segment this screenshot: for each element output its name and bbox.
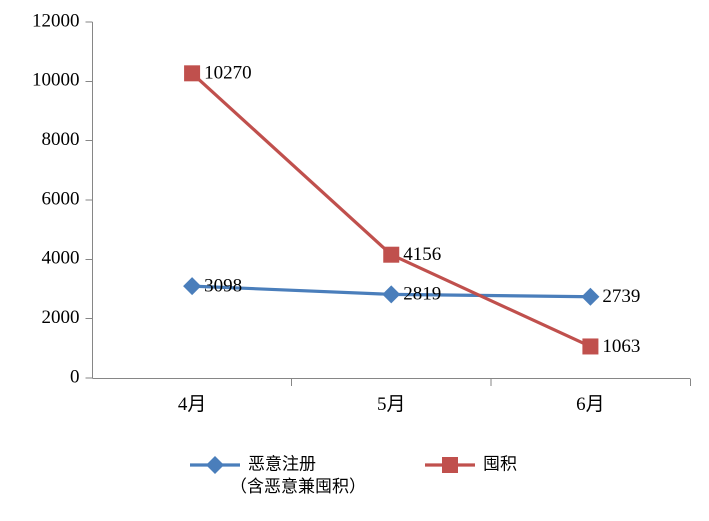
data-point-marker bbox=[383, 246, 400, 263]
y-axis-tick-label: 0 bbox=[70, 366, 80, 387]
data-point-marker bbox=[382, 285, 401, 304]
x-axis-tick-label: 4月 bbox=[178, 394, 207, 415]
series-line-2 bbox=[191, 72, 592, 348]
y-axis-tick-labels: 0 2000 4000 6000 8000 10000 12000 bbox=[32, 10, 80, 387]
data-point-label: 10270 bbox=[204, 63, 252, 84]
x-axis-tick-labels: 4月 5月 6月 bbox=[178, 394, 605, 415]
data-point-marker bbox=[184, 65, 201, 82]
data-point-label: 4156 bbox=[403, 244, 441, 265]
y-axis-ticks bbox=[85, 21, 93, 379]
y-axis-tick-label: 8000 bbox=[42, 129, 80, 150]
legend-label-line2: （含恶意兼囤积） bbox=[230, 477, 366, 496]
data-point-marker bbox=[183, 277, 202, 296]
chart-legend: 恶意注册 （含恶意兼囤积） 囤积 bbox=[190, 454, 517, 496]
x-axis-tick-label: 6月 bbox=[576, 394, 605, 415]
series-layer bbox=[183, 65, 600, 355]
y-axis-tick-label: 2000 bbox=[42, 307, 80, 328]
y-axis-tick-label: 6000 bbox=[42, 188, 80, 209]
x-axis-tick-label: 5月 bbox=[377, 394, 406, 415]
data-point-marker bbox=[581, 287, 600, 306]
data-point-label: 1063 bbox=[602, 336, 640, 357]
data-point-label: 3098 bbox=[204, 275, 242, 296]
data-labels-layer: 3098 2819 2739 10270 4156 1063 bbox=[204, 63, 640, 357]
y-axis-tick-label: 4000 bbox=[42, 248, 80, 269]
y-axis-tick-label: 10000 bbox=[32, 70, 80, 91]
data-point-label: 2819 bbox=[403, 284, 441, 305]
legend-marker bbox=[442, 457, 458, 473]
x-axis-ticks bbox=[291, 378, 492, 386]
legend-label: 囤积 bbox=[483, 454, 517, 473]
data-point-marker bbox=[582, 338, 599, 355]
legend-marker bbox=[206, 456, 224, 474]
y-axis-tick-label: 12000 bbox=[32, 10, 80, 31]
data-point-label: 2739 bbox=[602, 286, 640, 307]
legend-label: 恶意注册 bbox=[248, 454, 316, 473]
